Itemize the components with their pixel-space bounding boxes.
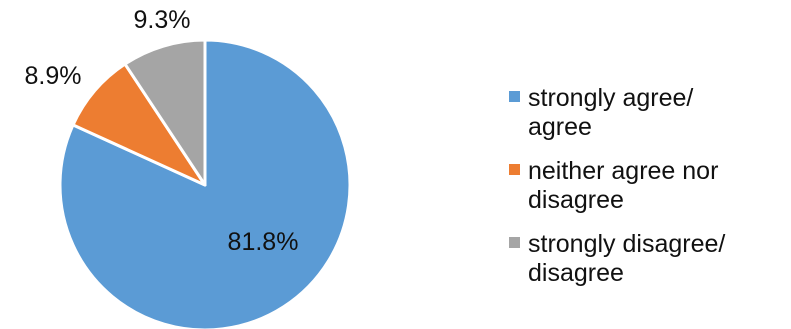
data-label-strongly-agree: 81.8% xyxy=(228,228,299,256)
legend-label-strongly-agree-line2: agree xyxy=(528,113,592,141)
legend-swatch-strongly-agree xyxy=(509,91,520,102)
data-labels: 81.8% 8.9% 9.3% xyxy=(25,6,299,256)
pie-slice-neither xyxy=(71,62,207,187)
legend-label-strongly-disagree-line1: strongly disagree/ xyxy=(528,230,725,258)
data-label-neither: 8.9% xyxy=(25,62,82,90)
legend-label-strongly-disagree-line2: disagree xyxy=(528,259,624,287)
legend-label-strongly-agree-line1: strongly agree/ xyxy=(528,84,693,112)
legend-swatch-strongly-disagree xyxy=(509,237,520,248)
data-label-strongly-disagree: 9.3% xyxy=(134,6,191,34)
legend-label-neither-line2: disagree xyxy=(528,186,624,214)
legend-swatch-neither xyxy=(509,164,520,175)
legend: strongly agree/ agree neither agree nor … xyxy=(509,84,725,287)
pie-slice-strongly-disagree xyxy=(123,38,207,187)
pie-slices xyxy=(58,38,352,329)
legend-label-neither-line1: neither agree nor xyxy=(528,157,718,185)
